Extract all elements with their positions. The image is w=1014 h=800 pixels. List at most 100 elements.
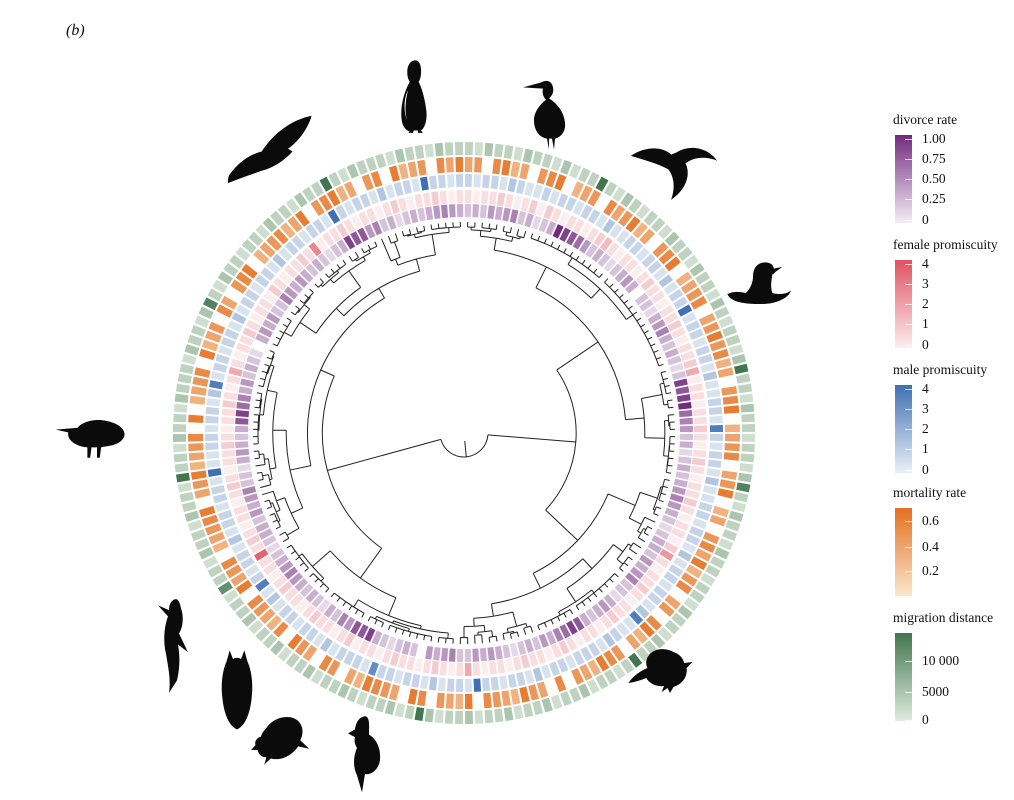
ring-segment-male_promiscuity	[616, 622, 630, 637]
ring-segment-female_promiscuity	[381, 202, 393, 217]
ring-segment-divorce	[330, 243, 343, 258]
ring-segment-mortality	[436, 692, 445, 709]
ring-segment-male_promiscuity	[437, 174, 446, 189]
ring-segment-migration	[175, 383, 191, 394]
ring-segment-female_promiscuity	[284, 587, 298, 602]
ring-segment-divorce	[479, 204, 488, 219]
ring-segment-male_promiscuity	[272, 598, 287, 613]
ring-segment-mortality	[595, 654, 610, 672]
ring-segment-female_promiscuity	[593, 232, 607, 247]
sandpiper-icon	[55, 420, 125, 458]
ring-segment-mortality	[287, 633, 303, 650]
ring-segment-migration	[414, 706, 425, 722]
ring-segment-male_promiscuity	[266, 591, 281, 606]
ring-segment-male_promiscuity	[220, 518, 236, 530]
ring-segment-migration	[734, 363, 749, 375]
ring-segment-male_promiscuity	[635, 247, 650, 262]
legend-tick-mark	[905, 692, 912, 693]
ring-segment-male_promiscuity	[647, 591, 662, 606]
ring-segment-male_promiscuity	[707, 397, 722, 407]
ring-segment-male_promiscuity	[446, 174, 455, 188]
ring-segment-female_promiscuity	[263, 562, 278, 576]
ring-segment-migration	[241, 239, 257, 254]
ring-segment-divorce	[409, 642, 419, 657]
ring-segment-male_promiscuity	[312, 632, 326, 648]
ring-segment-female_promiscuity	[406, 656, 416, 671]
ring-segment-divorce	[364, 224, 376, 239]
ring-segment-female_promiscuity	[663, 312, 679, 325]
ring-segment-male_promiscuity	[499, 176, 508, 191]
ring-segment-male_promiscuity	[312, 218, 326, 234]
ring-segment-female_promiscuity	[674, 519, 689, 531]
ring-segment-male_promiscuity	[698, 353, 713, 365]
ring-segment-mortality	[603, 649, 618, 667]
ring-segment-female_promiscuity	[222, 400, 237, 409]
ring-segment-male_promiscuity	[437, 677, 446, 692]
ring-segment-female_promiscuity	[226, 481, 241, 491]
ring-segment-female_promiscuity	[464, 190, 472, 204]
ring-segment-mortality	[407, 161, 418, 178]
ring-segment-female_promiscuity	[414, 193, 424, 208]
ring-segment-divorce	[566, 231, 578, 246]
legend-tick-mark	[905, 304, 912, 305]
ring-segment-migration	[198, 306, 214, 319]
ring-segment-female_promiscuity	[655, 297, 670, 311]
ring-segment-migration	[202, 297, 219, 311]
ring-segment-divorce	[262, 535, 277, 547]
ring-segment-male_promiscuity	[359, 193, 371, 208]
ring-segment-female_promiscuity	[674, 335, 689, 347]
ring-segment-divorce	[579, 612, 592, 627]
ring-segment-divorce	[671, 370, 686, 380]
ring-segment-migration	[532, 150, 544, 166]
legend-tick-label: 0.25	[922, 191, 946, 206]
ring-segment-male_promiscuity	[549, 661, 561, 677]
ring-segment-mortality	[436, 157, 445, 174]
ring-segment-migration	[603, 669, 618, 685]
ring-segment-mortality	[690, 295, 708, 310]
ring-segment-female_promiscuity	[612, 604, 626, 619]
ring-segment-female_promiscuity	[512, 656, 522, 671]
ring-segment-divorce	[661, 514, 676, 526]
ring-segment-mortality	[723, 405, 740, 414]
ring-segment-divorce	[524, 213, 534, 228]
ring-segment-divorce	[236, 402, 250, 410]
ring-segment-mortality	[220, 295, 238, 310]
ring-segment-migration	[375, 697, 387, 713]
ring-segment-female_promiscuity	[321, 232, 335, 247]
legend-title: divorce rate	[893, 112, 958, 127]
parrot-lean-icon	[251, 717, 310, 765]
ring-segment-male_promiscuity	[658, 274, 673, 288]
ring-segment-divorce	[401, 640, 411, 655]
legend-tick-label: 0.75	[922, 151, 946, 166]
ring-segment-female_promiscuity	[302, 604, 316, 619]
ring-segment-divorce	[266, 312, 281, 325]
ring-segment-migration	[734, 491, 749, 503]
black-swan-icon	[727, 262, 791, 305]
ring-segment-male_promiscuity	[663, 281, 679, 295]
ring-segment-male_promiscuity	[677, 304, 693, 317]
ring-segment-divorce	[255, 521, 270, 533]
ring-segment-mortality	[699, 312, 716, 326]
ring-segment-female_promiscuity	[358, 640, 370, 655]
ring-segment-female_promiscuity	[406, 195, 416, 210]
ring-segment-male_promiscuity	[210, 485, 226, 495]
ring-segment-divorce	[678, 409, 693, 418]
ring-segment-divorce	[487, 647, 495, 661]
ring-segment-male_promiscuity	[343, 650, 356, 666]
ring-segment-divorce	[679, 417, 693, 425]
ring-segment-female_promiscuity	[606, 242, 620, 257]
ring-segment-mortality	[326, 189, 341, 207]
ring-segment-divorce	[448, 204, 456, 218]
ring-segment-female_promiscuity	[488, 660, 497, 675]
ring-segment-migration	[241, 612, 257, 627]
ring-segment-divorce	[350, 620, 362, 635]
ring-segment-female_promiscuity	[414, 658, 424, 673]
ring-segment-mortality	[483, 692, 492, 709]
ring-segment-migration	[434, 142, 444, 157]
ring-segment-female_promiscuity	[321, 619, 335, 634]
ring-segment-migration	[207, 288, 223, 302]
ring-segment-migration	[705, 564, 721, 578]
ring-segment-divorce	[311, 258, 325, 272]
ring-segment-female_promiscuity	[667, 534, 682, 547]
ring-segment-female_promiscuity	[249, 312, 265, 325]
